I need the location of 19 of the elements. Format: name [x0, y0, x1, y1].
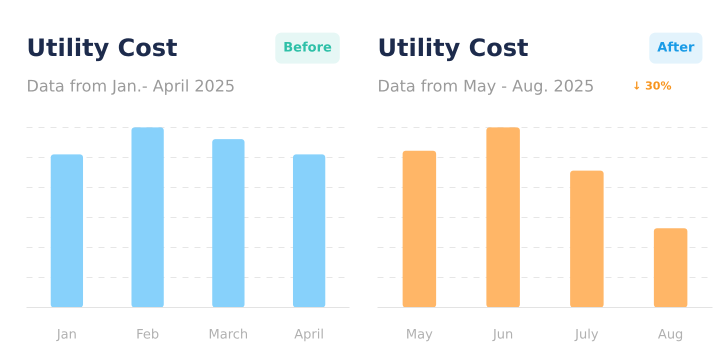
x-tick-label: July	[574, 328, 599, 342]
chart-title: Utility Cost	[378, 34, 528, 62]
chart-subtitle: Data from May - Aug. 2025	[378, 76, 594, 96]
x-tick-label: Jun	[492, 328, 514, 342]
x-tick-label: April	[294, 328, 324, 342]
x-tick-label: Jan	[56, 328, 77, 342]
x-tick-label: May	[406, 328, 434, 342]
x-tick-label: March	[208, 328, 248, 342]
chart-title: Utility Cost	[26, 34, 178, 62]
text: Before	[283, 40, 332, 56]
bar	[654, 228, 688, 308]
text: After	[657, 40, 696, 56]
bar	[486, 127, 520, 308]
x-tick-label: Aug	[658, 328, 684, 342]
text: ↓ 30%	[632, 79, 672, 92]
chart-subtitle: Data from Jan.- April 2025	[26, 76, 236, 96]
x-tick-label: Feb	[136, 328, 160, 342]
bar	[570, 170, 604, 308]
bar	[402, 150, 436, 308]
